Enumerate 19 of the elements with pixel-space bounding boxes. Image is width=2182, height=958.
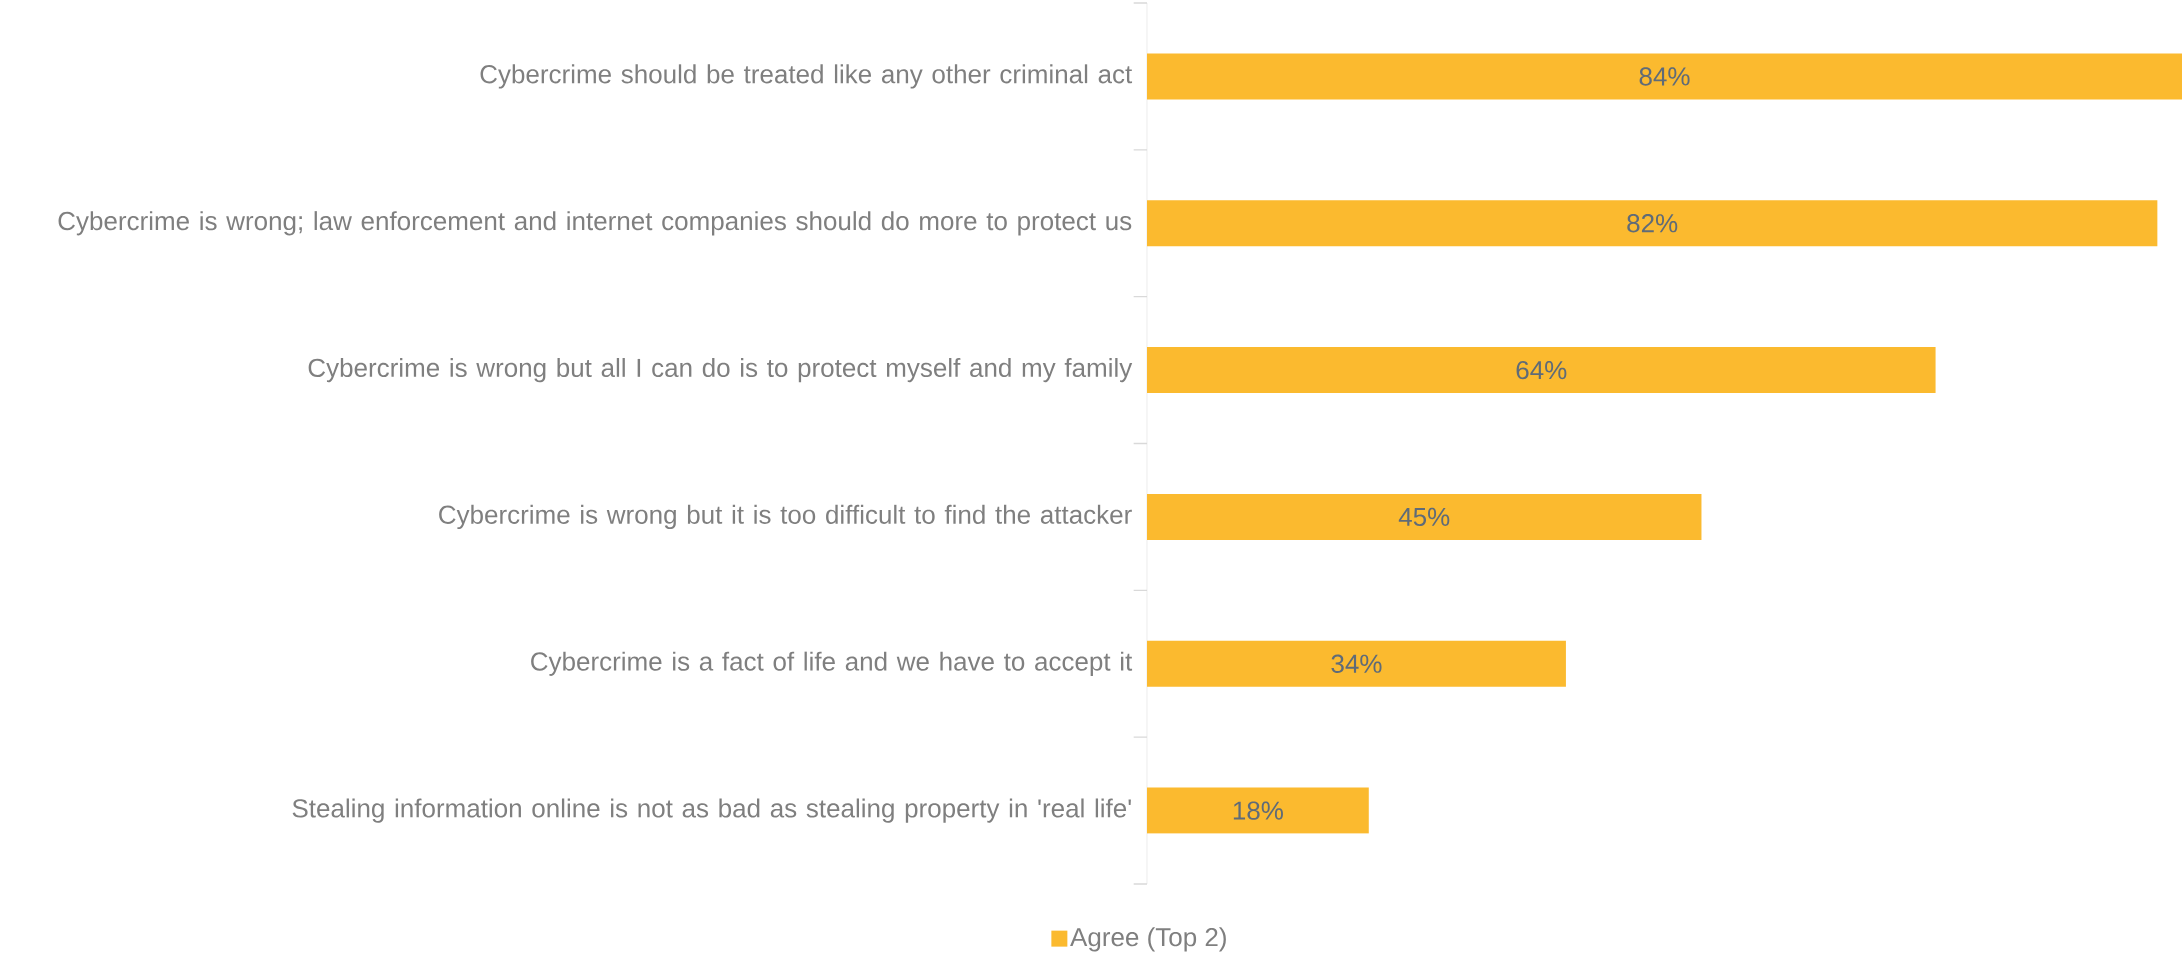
data-label: 64% [1516, 360, 1567, 380]
data-label: 82% [1627, 214, 1678, 233]
y-tick-label: Cybercrime is wrong but it is too difficult to find the attacker [439, 504, 1132, 530]
data-label: 18% [1233, 801, 1283, 820]
y-tick-label: Cybercrime is wrong; law enforcement and internet companies should do more to protect us [58, 211, 1132, 236]
bar [1147, 200, 2158, 247]
bar [1147, 493, 1702, 540]
bar [1147, 640, 1566, 687]
bar [1147, 787, 1369, 834]
bar [1147, 347, 1936, 394]
bar [1147, 53, 2182, 100]
y-tick-label: Cybercrime is wrong but all I can do is to protect myself and my family [308, 357, 1133, 383]
data-label: 34% [1331, 654, 1382, 673]
data-label: 45% [1398, 507, 1450, 527]
legend-label: Agree (Top 2) [1070, 927, 1226, 952]
data-label: 84% [1639, 67, 1690, 86]
y-tick-label: Stealing information online is not as bad as stealing property in 'real life' [292, 798, 1131, 823]
y-tick-label: Cybercrime is a fact of life and we have to accept it [531, 651, 1133, 676]
y-tick-label: Cybercrime should be treated like any other criminal act [480, 64, 1133, 89]
